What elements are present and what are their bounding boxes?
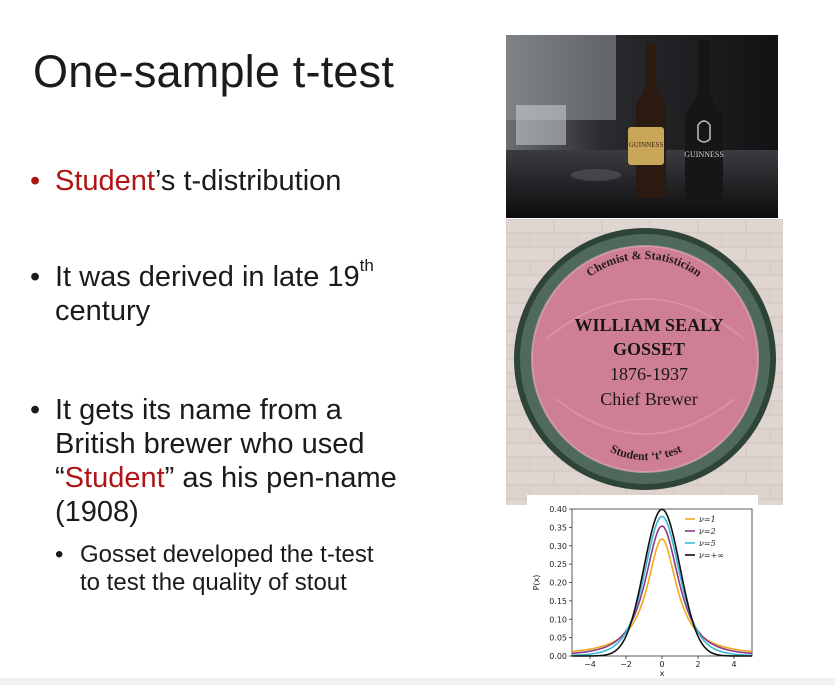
beer-label-1: GUINNESS: [629, 141, 664, 149]
chart-frame: [571, 508, 753, 657]
bullet-3-line1: It gets its name from a: [55, 394, 342, 426]
bullet-1-text: ’s t-distribution: [154, 165, 342, 197]
x-axis-label: x: [660, 669, 665, 678]
plaque-arc-bottom: Student ‘t’ test: [608, 442, 683, 464]
bullet-marker: •: [30, 165, 41, 197]
legend-label-2: ν=5: [699, 539, 716, 548]
legend-label-3: ν=+∞: [699, 551, 724, 560]
bullet-2-sup: th: [359, 256, 374, 276]
series-line-0: [571, 538, 753, 653]
plaque-role: Chief Brewer: [600, 389, 697, 409]
plaque-name-line1: WILLIAM SEALY: [575, 315, 724, 335]
guinness-bottles-photo: GUINNESS GUINNESS: [506, 35, 778, 218]
t-distribution-svg: 0.00 0.05 0.10 0.15 0.20 0.25 0.30 0.35 0.40 −4 −2…: [532, 505, 753, 678]
x-tick-label: 4: [731, 660, 736, 669]
x-tick-label: −4: [584, 660, 596, 669]
x-tick-label: 0: [659, 660, 664, 669]
bullet-2-line1: It was derived in late 19: [55, 261, 360, 293]
y-tick-label: 0.30: [549, 542, 567, 551]
guinness-bottles-illustration: GUINNESS GUINNESS: [506, 35, 778, 218]
plaque-years: 1876-1937: [610, 364, 688, 384]
series-line-1: [571, 525, 753, 655]
y-tick-label: 0.05: [549, 634, 567, 643]
y-tick-label: 0.10: [549, 615, 567, 624]
x-tick-label: −2: [620, 660, 632, 669]
x-tick-label: 2: [695, 660, 700, 669]
plaque-name-line2: GOSSET: [613, 339, 685, 359]
bullet-3-line3: ” as his pen-name: [164, 462, 397, 494]
bullet-3-line4: (1908): [55, 496, 139, 528]
y-axis-label: P(x): [532, 575, 541, 591]
bullet-2: • It was derived in late 19th century: [30, 257, 490, 328]
sub-bullet-marker: •: [55, 541, 64, 568]
t-distribution-chart: 0.00 0.05 0.10 0.15 0.20 0.25 0.30 0.35 0.40 −4 −2…: [527, 495, 758, 678]
y-tick-label: 0.40: [549, 505, 567, 514]
slide-title: One-sample t-test: [33, 46, 395, 97]
y-tick-label: 0.25: [549, 560, 567, 569]
gosset-plaque-illustration: Chemist & Statistician WILLIAM SEALY GOS…: [506, 219, 783, 505]
bullet-marker: •: [30, 261, 41, 293]
series-line-3: [572, 508, 752, 657]
bullet-1: • Student’s t-distribution: [30, 164, 490, 198]
gosset-plaque-photo: Chemist & Statistician WILLIAM SEALY GOS…: [506, 219, 783, 505]
y-tick-label: 0.00: [549, 652, 567, 661]
y-tick-label: 0.35: [549, 523, 567, 532]
y-tick-label: 0.20: [549, 579, 567, 588]
series-line-2: [571, 515, 753, 657]
y-tick-label: 0.15: [549, 597, 567, 606]
legend-label-1: ν=2: [699, 527, 716, 536]
quote-open: “: [55, 462, 65, 494]
bullet-3-highlight: Student: [64, 462, 165, 494]
bullet-2-line2: century: [55, 295, 151, 327]
bullet-3-line2: British brewer who used: [55, 428, 365, 460]
sub-bullet: • Gosset developed the t-test to test the…: [55, 541, 475, 597]
legend-label-0: ν=1: [699, 515, 716, 524]
bullet-3: • It gets its name from a British brewer…: [30, 393, 490, 529]
bottom-strip: [0, 678, 835, 685]
sub-bullet-line1: Gosset developed the t-test: [80, 541, 374, 568]
svg-text:Student ‘t’ test: Student ‘t’ test: [608, 442, 683, 464]
beer-label-2: GUINNESS: [684, 150, 724, 159]
sub-bullet-line2: to test the quality of stout: [80, 569, 347, 596]
bullet-1-highlight: Student: [55, 165, 155, 197]
bullet-marker: •: [30, 394, 41, 426]
